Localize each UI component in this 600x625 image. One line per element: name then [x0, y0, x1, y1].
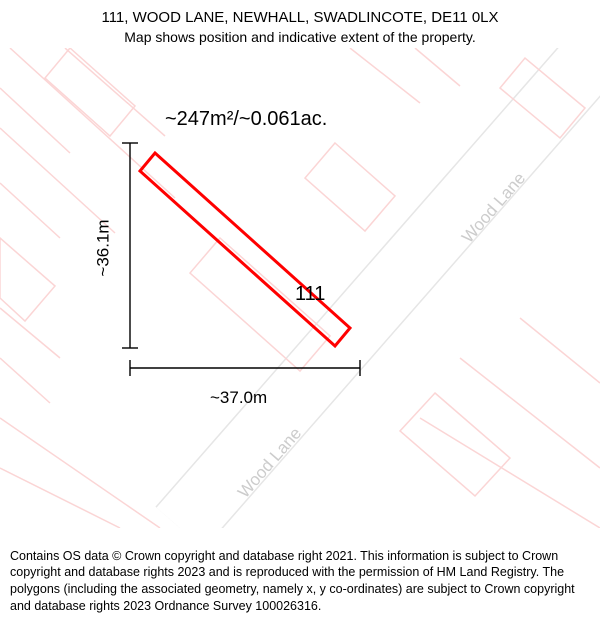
copyright-footer: Contains OS data © Crown copyright and d… [0, 540, 600, 625]
map-subtitle: Map shows position and indicative extent… [10, 28, 590, 46]
house-number-label: 111 [295, 283, 325, 306]
vertical-dimension-label: ~36.1m [94, 219, 114, 276]
map-area: ~247m²/~0.061ac. ~36.1m ~37.0m 111 Wood … [0, 48, 600, 528]
horizontal-dimension-label: ~37.0m [210, 388, 267, 408]
header: 111, WOOD LANE, NEWHALL, SWADLINCOTE, DE… [0, 0, 600, 50]
area-label: ~247m²/~0.061ac. [165, 108, 327, 131]
address-title: 111, WOOD LANE, NEWHALL, SWADLINCOTE, DE… [10, 8, 590, 28]
